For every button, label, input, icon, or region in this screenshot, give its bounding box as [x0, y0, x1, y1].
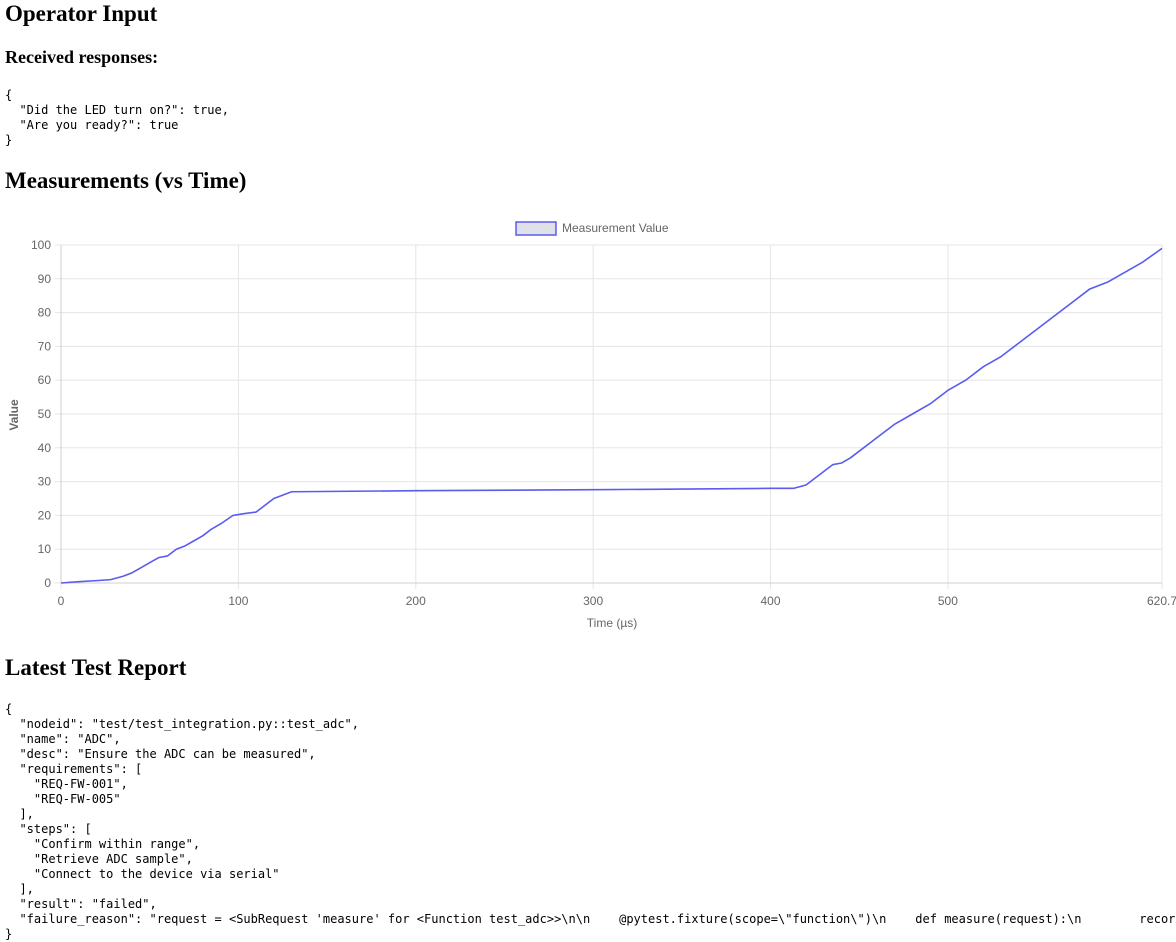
y-tick-label: 100: [31, 238, 51, 252]
report-line: "requirements": [: [5, 762, 142, 776]
report-line: "REQ-FW-005": [5, 792, 121, 806]
chart-legend[interactable]: Measurement Value: [516, 221, 669, 235]
x-tick-label: 400: [761, 594, 781, 608]
y-tick-label: 70: [38, 339, 52, 353]
y-tick-label: 20: [38, 508, 52, 522]
x-tick-label: 300: [583, 594, 603, 608]
chart-grid: [55, 245, 1162, 589]
report-line: "failure_reason": "request = <SubRequest…: [5, 912, 1176, 926]
x-tick-label: 500: [938, 594, 958, 608]
y-axis-title: Value: [7, 399, 21, 431]
report-line: }: [5, 927, 12, 941]
report-line: "steps": [: [5, 822, 92, 836]
report-line: "Connect to the device via serial": [5, 867, 280, 881]
y-tick-label: 50: [38, 407, 52, 421]
y-tick-label: 10: [38, 542, 52, 556]
y-tick-label: 40: [38, 441, 52, 455]
y-tick-label: 90: [38, 272, 52, 286]
legend-label: Measurement Value: [562, 221, 669, 235]
operator-input-title: Operator Input: [5, 1, 157, 27]
chart-series-layer: [61, 248, 1162, 583]
report-line: "result": "failed",: [5, 897, 157, 911]
latest-test-report-title: Latest Test Report: [5, 655, 186, 681]
x-tick-label: 0: [58, 594, 65, 608]
y-tick-label: 30: [38, 475, 52, 489]
x-tick-label: 200: [406, 594, 426, 608]
report-line: "name": "ADC",: [5, 732, 121, 746]
report-line: ],: [5, 807, 34, 821]
legend-swatch: [516, 222, 556, 235]
x-tick-label: 100: [228, 594, 248, 608]
y-tick-label: 60: [38, 373, 52, 387]
report-line: "REQ-FW-001",: [5, 777, 128, 791]
chart-ticks: 0 10 20 30 40 50 60 70 80 90 100 0 100 200 300 400 500 62…: [31, 238, 1176, 608]
y-tick-label: 0: [44, 576, 51, 590]
x-axis-title: Time (µs): [587, 616, 637, 630]
measurements-title: Measurements (vs Time): [5, 168, 246, 194]
received-responses-heading: Received responses:: [5, 47, 158, 67]
measurement-chart: 0 10 20 30 40 50 60 70 80 90 100 0 100 200 300 400 500 62…: [0, 215, 1176, 635]
report-line: "Retrieve ADC sample",: [5, 852, 193, 866]
y-tick-label: 80: [38, 306, 52, 320]
x-tick-label: 620.7: [1147, 594, 1176, 608]
report-line: ],: [5, 882, 34, 896]
responses-json: { "Did the LED turn on?": true, "Are you…: [5, 88, 229, 148]
series-line-measurement-value: [61, 248, 1162, 583]
report-line: "nodeid": "test/test_integration.py::tes…: [5, 717, 359, 731]
report-line: "Confirm within range",: [5, 837, 200, 851]
report-line: "desc": "Ensure the ADC can be measured"…: [5, 747, 316, 761]
test-report-json: { "nodeid": "test/test_integration.py::t…: [5, 702, 1176, 942]
report-line: {: [5, 702, 12, 716]
